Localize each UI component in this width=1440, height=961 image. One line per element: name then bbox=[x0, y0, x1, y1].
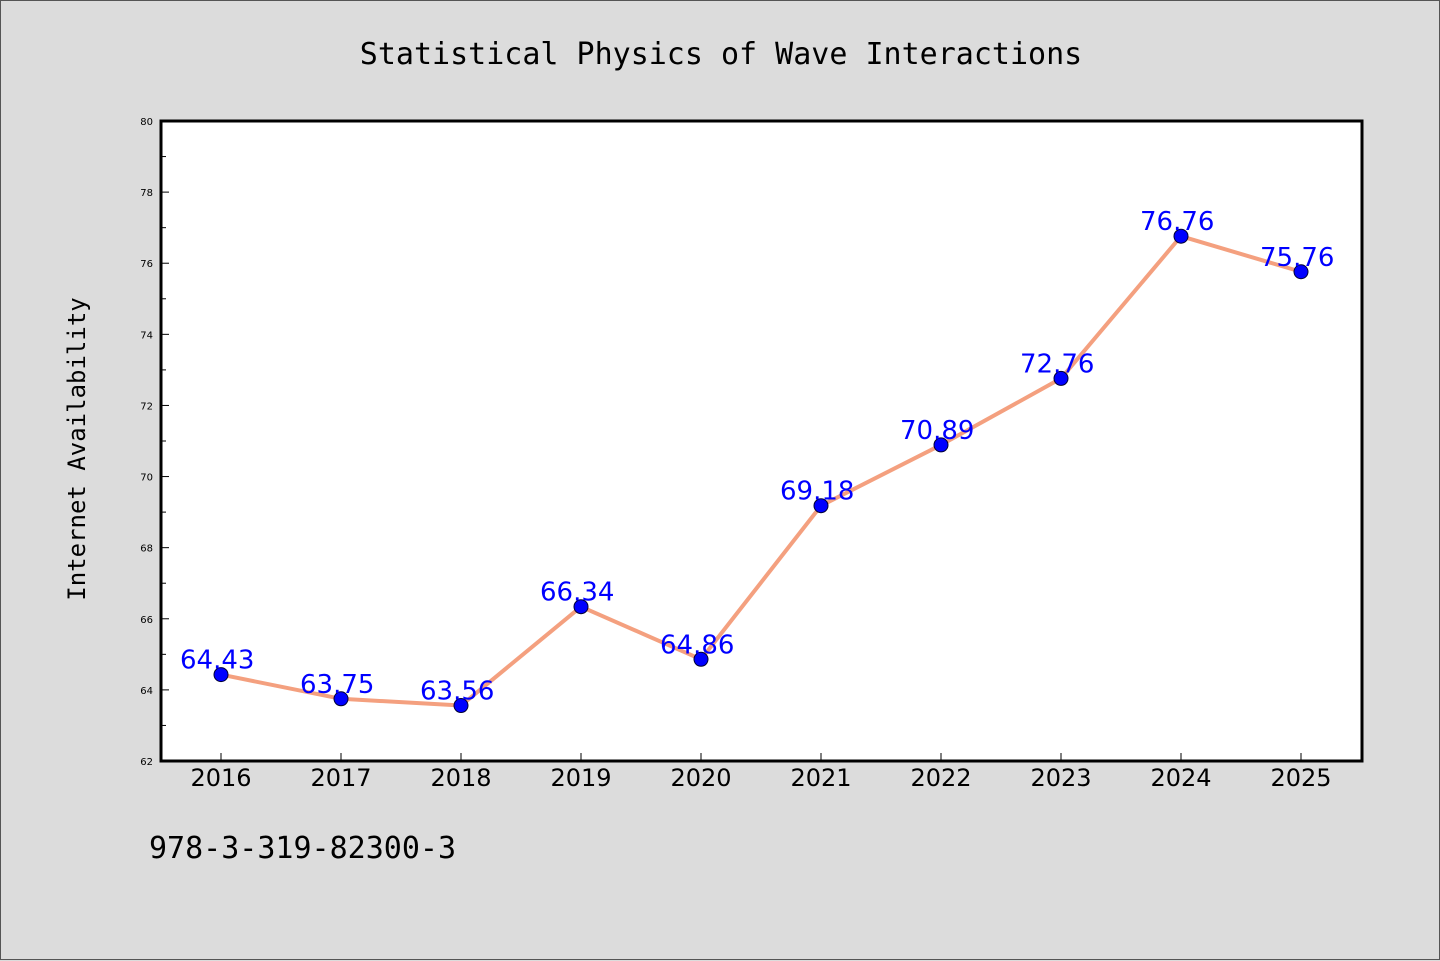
x-tick-label: 2020 bbox=[670, 764, 731, 792]
y-tick-label: 64 bbox=[140, 686, 153, 697]
x-tick-label: 2025 bbox=[1270, 764, 1331, 792]
data-label: 66.34 bbox=[540, 578, 614, 608]
y-axis: 62 64 66 68 70 72 74 76 78 80 bbox=[140, 117, 169, 768]
data-label: 64.86 bbox=[660, 630, 734, 660]
data-label: 75.76 bbox=[1260, 243, 1334, 273]
y-tick-label: 74 bbox=[140, 330, 153, 341]
x-tick-label: 2021 bbox=[790, 764, 851, 792]
y-tick-label: 80 bbox=[140, 117, 153, 128]
data-label: 70.89 bbox=[900, 416, 974, 446]
x-tick-label: 2018 bbox=[430, 764, 491, 792]
plot-area bbox=[159, 119, 1364, 763]
data-label: 76.76 bbox=[1140, 207, 1214, 237]
data-point bbox=[453, 698, 469, 714]
y-axis-label: Internet Availability bbox=[63, 297, 91, 600]
data-point bbox=[693, 651, 709, 667]
y-tick-label: 72 bbox=[140, 401, 153, 412]
x-tick-label: 2017 bbox=[310, 764, 371, 792]
data-label: 63.75 bbox=[300, 670, 374, 700]
data-label: 72.76 bbox=[1020, 349, 1094, 379]
data-label: 63.56 bbox=[420, 677, 494, 707]
x-tick-label: 2023 bbox=[1030, 764, 1091, 792]
data-point bbox=[813, 498, 829, 514]
data-point bbox=[1293, 264, 1309, 280]
data-point bbox=[1053, 370, 1069, 386]
data-point bbox=[333, 691, 349, 707]
data-point bbox=[1173, 228, 1189, 244]
y-tick-label: 70 bbox=[140, 473, 153, 484]
x-tick-label: 2016 bbox=[190, 764, 251, 792]
x-tick-label: 2019 bbox=[550, 764, 611, 792]
data-point bbox=[573, 599, 589, 615]
x-tick-label: 2022 bbox=[910, 764, 971, 792]
x-axis: 2016 2017 2018 2019 2020 2021 2022 2023 2024 2025 bbox=[190, 753, 1332, 792]
y-tick-label: 78 bbox=[140, 188, 153, 199]
data-point bbox=[213, 667, 229, 683]
data-point bbox=[933, 437, 949, 453]
y-tick-label: 66 bbox=[140, 615, 153, 626]
y-tick-label: 76 bbox=[140, 259, 153, 270]
x-tick-label: 2024 bbox=[1150, 764, 1211, 792]
data-label: 69.18 bbox=[780, 477, 854, 507]
data-label: 64.43 bbox=[180, 646, 254, 676]
series-line bbox=[220, 234, 1302, 708]
footer-isbn: 978-3-319-82300-3 bbox=[149, 831, 457, 866]
y-tick-label: 68 bbox=[140, 544, 153, 555]
series-group: 64.43 63.75 63.56 66.34 64.86 69.18 70.89 72.76… bbox=[180, 207, 1334, 714]
y-tick-label: 62 bbox=[140, 757, 153, 768]
chart-title: Statistical Physics of Wave Interactions bbox=[360, 37, 1082, 72]
